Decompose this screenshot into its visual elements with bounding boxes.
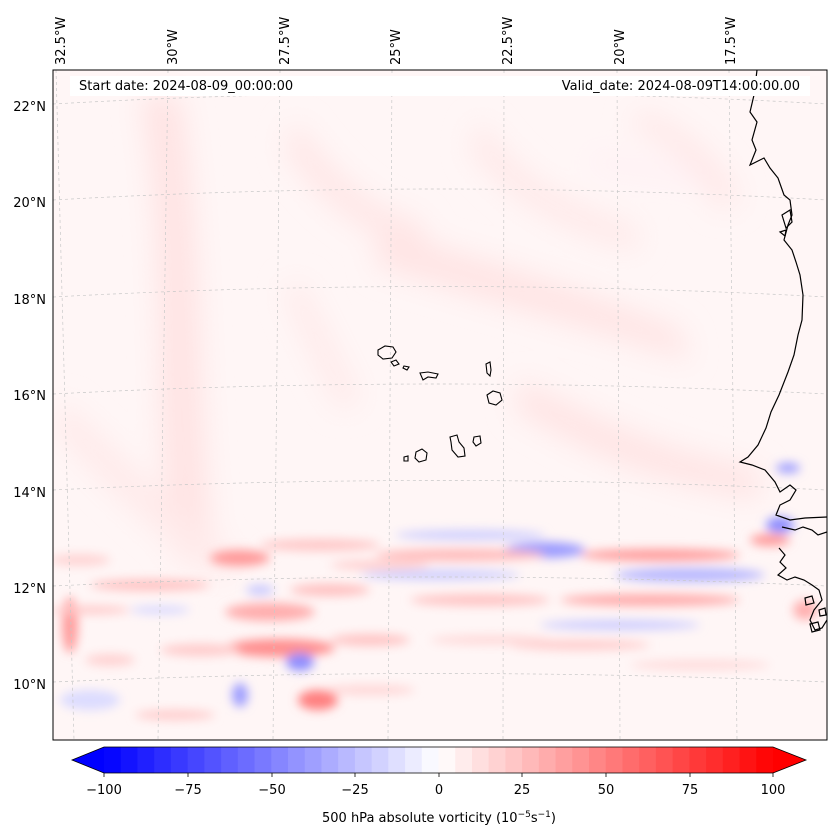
colorbar-tick-label: −50	[258, 783, 285, 798]
colorbar-segment	[572, 747, 590, 773]
colorbar-segment	[170, 747, 189, 773]
colorbar-tick-labels: −100 −75 −50 −25 0 25 50 75 100	[86, 783, 785, 798]
colorbar-segment	[221, 747, 239, 773]
colorbar-segment	[538, 747, 557, 773]
colorbar-segment	[354, 747, 373, 773]
longitude-labels: 32.5°W 30°W 27.5°W 25°W 22.5°W 20°W 17.5…	[54, 17, 739, 65]
colorbar-segment	[672, 747, 690, 773]
colorbar-segment	[405, 747, 423, 773]
lat-label: 18°N	[13, 293, 46, 308]
colorbar-segment	[338, 747, 356, 773]
map-frame	[52, 69, 828, 741]
colorbar-segment	[471, 747, 490, 773]
island-sao-nicolau	[419, 371, 439, 381]
colorbar-segment	[237, 747, 256, 773]
lon-label: 32.5°W	[54, 17, 69, 65]
colorbar-segment	[555, 747, 573, 773]
lat-label: 20°N	[13, 196, 46, 211]
island-brava	[403, 455, 409, 462]
colorbar-segment	[104, 747, 122, 773]
colorbar-segment	[639, 747, 657, 773]
colorbar-extend-max	[773, 747, 806, 773]
lon-label: 17.5°W	[724, 17, 739, 65]
island-santa-luzia	[402, 365, 410, 371]
island-sao-vicente	[390, 359, 400, 367]
colorbar-segment	[605, 747, 624, 773]
colorbar-tick-label: 0	[435, 783, 443, 798]
cape-verde-islands	[377, 345, 503, 463]
island-santo-antao	[377, 345, 397, 360]
lat-label: 22°N	[13, 100, 46, 115]
colorbar: −100 −75 −50 −25 0 25 50 75 100 500 hPa …	[70, 746, 808, 826]
colorbar-segment	[505, 747, 523, 773]
colorbar-segment	[488, 747, 506, 773]
lon-label: 25°W	[389, 29, 404, 65]
colorbar-tick-label: 50	[598, 783, 615, 798]
colorbar-segment	[706, 747, 724, 773]
colorbar-segment	[756, 747, 774, 773]
header-band	[70, 76, 810, 96]
colorbar-segment	[455, 747, 473, 773]
colorbar-tick-label: −75	[174, 783, 201, 798]
colorbar-segment	[722, 747, 741, 773]
colorbar-segment	[120, 747, 139, 773]
colorbar-segment	[254, 747, 272, 773]
island-fogo	[414, 448, 428, 463]
colorbar-segment	[137, 747, 155, 773]
coastline-islands-bissagos	[804, 595, 827, 633]
lat-label: 14°N	[13, 486, 46, 501]
colorbar-segment	[187, 747, 205, 773]
colorbar-segment	[438, 747, 456, 773]
coastline-canary-fragment	[778, 209, 793, 238]
colorbar-segment	[204, 747, 222, 773]
map-plot-area: Start date: 2024-08-09_00:00:00 Valid_da…	[53, 70, 827, 740]
colorbar-segment	[321, 747, 339, 773]
africa-coastline	[738, 70, 827, 521]
colorbar-segment	[371, 747, 389, 773]
colorbar-tick-label: 25	[514, 783, 531, 798]
start-date-text: Start date: 2024-08-09_00:00:00	[79, 79, 293, 94]
coastline-south	[776, 526, 827, 631]
island-sal	[485, 361, 492, 378]
lon-label: 27.5°W	[278, 17, 293, 65]
colorbar-tick-label: −25	[341, 783, 368, 798]
colorbar-segment	[421, 747, 440, 773]
colorbar-ticks	[103, 773, 774, 777]
lon-label: 20°W	[613, 29, 628, 65]
colorbar-segments	[104, 747, 774, 773]
valid-date-text: Valid_date: 2024-08-09T14:00:00.00	[562, 79, 800, 94]
colorbar-segment	[739, 747, 757, 773]
vorticity-field-broad	[55, 95, 760, 580]
lat-label: 16°N	[13, 389, 46, 404]
colorbar-tick-label: −100	[86, 783, 122, 798]
lon-label: 30°W	[166, 29, 181, 65]
colorbar-segment	[522, 747, 540, 773]
island-boa-vista	[486, 390, 503, 406]
lat-label: 10°N	[13, 678, 46, 693]
colorbar-segment	[388, 747, 406, 773]
island-santiago	[449, 434, 466, 458]
colorbar-extend-min	[72, 747, 104, 773]
lat-label: 12°N	[13, 582, 46, 597]
vorticity-field-detail	[53, 463, 817, 720]
lon-label: 22.5°W	[501, 17, 516, 65]
colorbar-segment	[622, 747, 640, 773]
colorbar-segment	[154, 747, 172, 773]
colorbar-label: 500 hPa absolute vorticity (10−5s−1)	[322, 810, 556, 826]
map-gridlines	[53, 70, 827, 740]
colorbar-segment	[304, 747, 323, 773]
latitude-labels: 22°N 20°N 18°N 16°N 14°N 12°N 10°N	[13, 100, 46, 693]
colorbar-segment	[689, 747, 707, 773]
colorbar-segment	[271, 747, 289, 773]
colorbar-tick-label: 100	[761, 783, 786, 798]
colorbar-segment	[589, 747, 607, 773]
island-maio	[472, 435, 482, 447]
colorbar-segment	[287, 747, 306, 773]
map-coastlines	[738, 70, 827, 633]
colorbar-tick-label: 75	[682, 783, 699, 798]
colorbar-segment	[655, 747, 674, 773]
